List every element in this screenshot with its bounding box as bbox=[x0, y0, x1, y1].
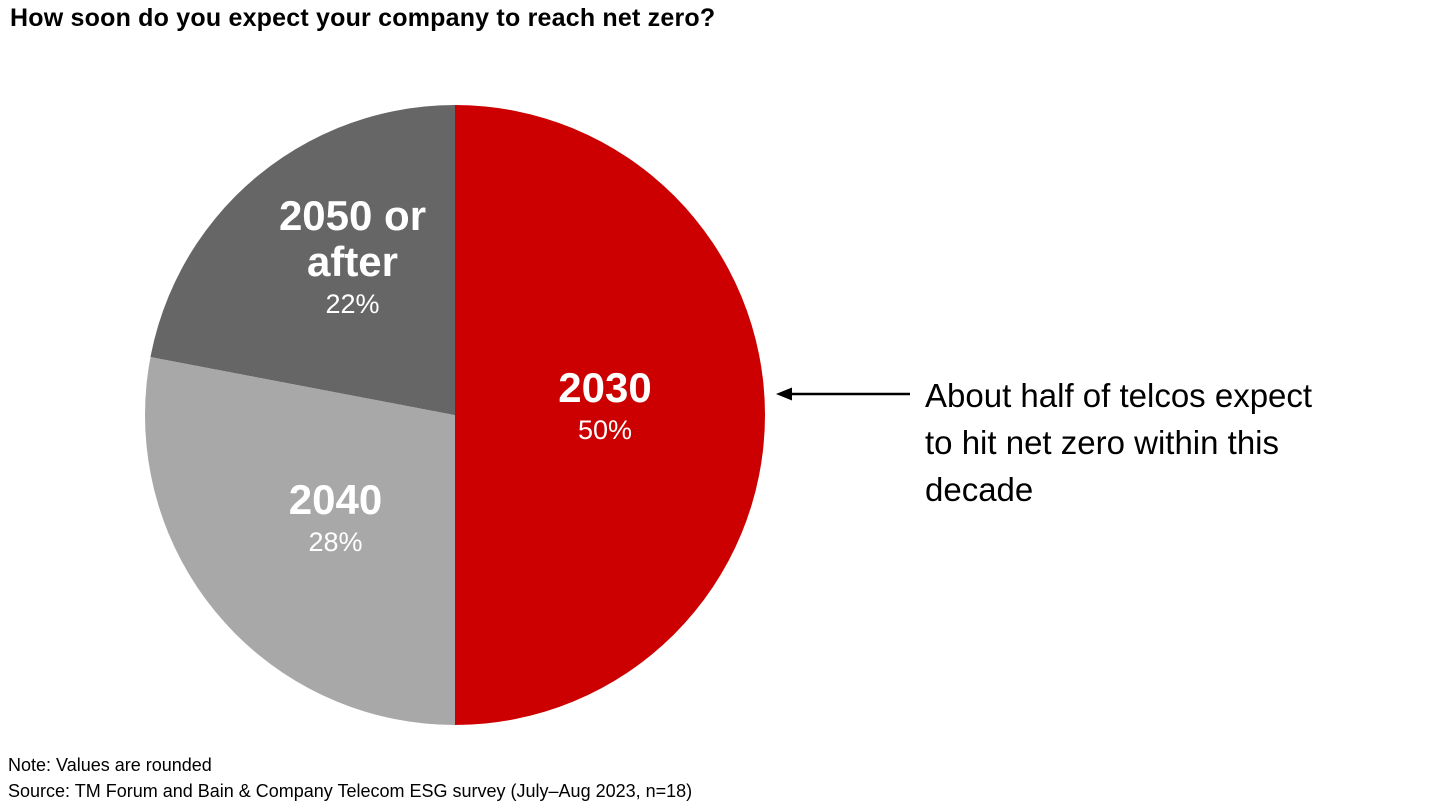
footer-note: Note: Values are rounded bbox=[8, 755, 212, 775]
chart-footer: Note: Values are rounded Source: TM Foru… bbox=[8, 752, 692, 804]
footer-source: Source: TM Forum and Bain & Company Tele… bbox=[8, 781, 693, 801]
pie-chart: 2030 50% 2050 or after 22% 2040 28% bbox=[145, 105, 765, 725]
pie-circle bbox=[145, 105, 765, 725]
callout-annotation: About half of telcos expect to hit net z… bbox=[925, 377, 1313, 508]
callout-arrow-icon bbox=[776, 387, 910, 401]
chart-title: How soon do you expect your company to r… bbox=[10, 4, 716, 32]
